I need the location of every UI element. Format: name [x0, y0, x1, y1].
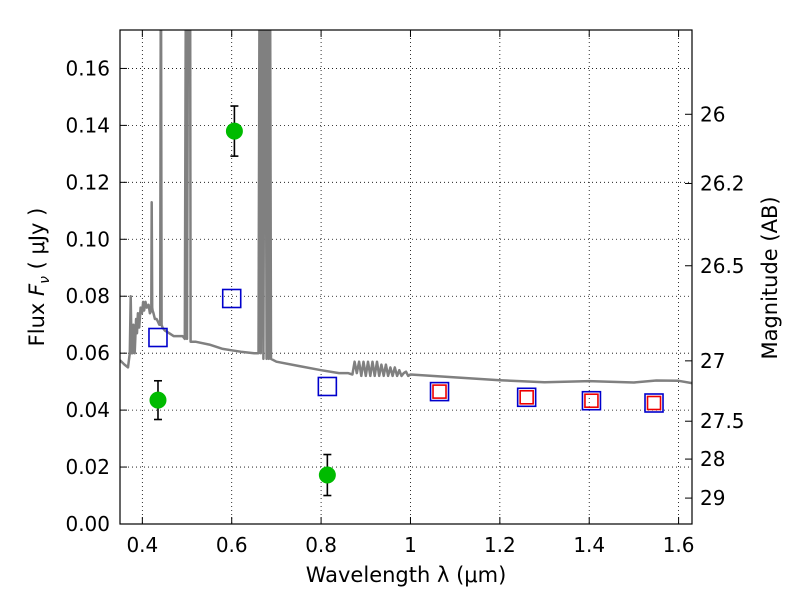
red-square-marker: [519, 389, 534, 405]
measured-point: [149, 391, 167, 409]
y-tick-label: 0.04: [65, 398, 110, 422]
red-square-marker: [432, 384, 447, 399]
y-tick-label: 0.16: [65, 56, 110, 80]
x-tick-label: 1: [404, 533, 417, 557]
y-tick-label: 0.10: [65, 227, 110, 251]
y-tick-labels: 0.00 0.02 0.04 0.06 0.08 0.10 0.12 0.14 0.16: [65, 56, 110, 536]
y-tick-label: 0.08: [65, 284, 110, 308]
x-tick-label: 1.4: [573, 533, 605, 557]
right-tick-label: 29: [700, 486, 725, 510]
right-tick-label: 27: [700, 349, 725, 373]
x-axis-title: Wavelength λ (μm): [306, 563, 507, 587]
right-axis-title: Magnitude (AB): [758, 196, 782, 359]
blue-square-marker: [516, 387, 537, 408]
x-tick-label: 0.4: [126, 533, 158, 557]
measured-point: [225, 122, 243, 140]
blue-square-marker: [148, 327, 168, 348]
y-tick-label: 0.02: [65, 455, 110, 479]
y-tick-label: 0.00: [65, 512, 110, 536]
plot-frame: [119, 29, 693, 525]
x-tick-label: 0.8: [305, 533, 337, 557]
plot-area: [120, 30, 692, 524]
y-axis-title: Flux Fν ( μJy ): [25, 208, 53, 347]
red-square-marker: [584, 393, 599, 409]
sed-model-line: [120, 30, 692, 385]
axis-ticks: [120, 30, 692, 525]
red-square-marker: [646, 395, 662, 411]
x-tick-label: 0.6: [216, 533, 248, 557]
measured-point: [318, 466, 336, 484]
right-tick-label: 26.5: [700, 254, 745, 278]
y-tick-label: 0.06: [65, 341, 110, 365]
x-tick-labels: 0.4 0.6 0.8 1 1.2 1.4 1.6: [126, 533, 694, 557]
right-tick-label: 27.5: [700, 409, 745, 433]
model-photometry-points: [148, 288, 664, 413]
blue-square-marker: [221, 288, 242, 309]
right-tick-label: 26: [700, 102, 725, 126]
blue-square-marker: [644, 393, 664, 413]
right-tick-labels: 26 26.2 26.5 27 27.5 28 29: [700, 102, 745, 510]
measured-photometry-points: [149, 105, 336, 497]
y-tick-label: 0.12: [65, 170, 110, 194]
blue-square-marker: [317, 376, 338, 397]
blue-square-marker: [581, 390, 602, 411]
y-tick-label: 0.14: [65, 113, 110, 137]
blue-square-marker: [429, 381, 450, 402]
x-tick-label: 1.6: [663, 533, 695, 557]
right-tick-label: 28: [700, 447, 725, 471]
x-tick-label: 1.2: [484, 533, 516, 557]
right-tick-label: 26.2: [700, 171, 745, 195]
